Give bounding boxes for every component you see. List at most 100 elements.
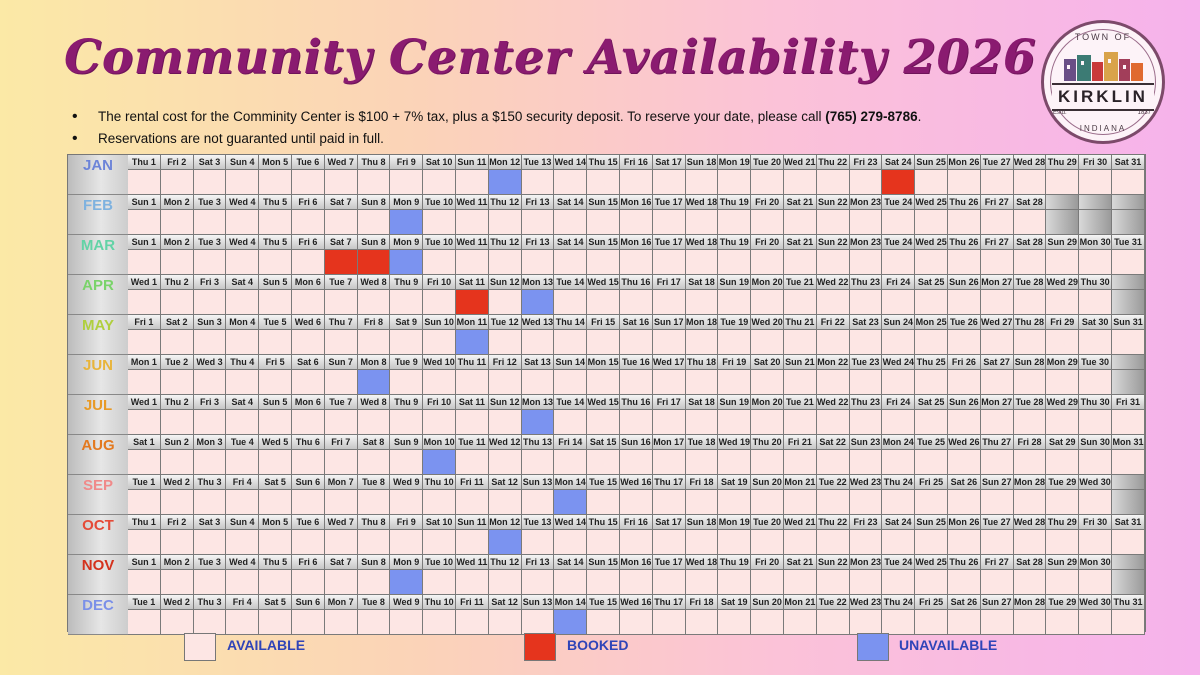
day-cell[interactable] bbox=[685, 250, 719, 275]
day-cell[interactable] bbox=[685, 210, 719, 235]
day-cell[interactable] bbox=[554, 410, 588, 435]
day-cell[interactable] bbox=[128, 530, 161, 555]
day-cell[interactable] bbox=[620, 570, 653, 595]
day-cell[interactable] bbox=[390, 570, 424, 595]
day-cell[interactable] bbox=[292, 170, 325, 195]
day-cell[interactable] bbox=[882, 530, 916, 555]
day-cell[interactable] bbox=[980, 570, 1014, 595]
day-cell[interactable] bbox=[685, 290, 719, 315]
day-cell[interactable] bbox=[259, 490, 292, 515]
day-cell[interactable] bbox=[193, 170, 227, 195]
day-cell[interactable] bbox=[1112, 610, 1145, 635]
day-cell[interactable] bbox=[915, 330, 948, 355]
day-cell[interactable] bbox=[259, 570, 292, 595]
day-cell[interactable] bbox=[160, 610, 194, 635]
day-cell[interactable] bbox=[324, 450, 358, 475]
day-cell[interactable] bbox=[390, 290, 424, 315]
day-cell[interactable] bbox=[718, 610, 752, 635]
day-cell[interactable] bbox=[980, 410, 1014, 435]
day-cell[interactable] bbox=[193, 450, 227, 475]
day-cell[interactable] bbox=[226, 490, 260, 515]
day-cell[interactable] bbox=[160, 370, 194, 395]
day-cell[interactable] bbox=[882, 370, 916, 395]
day-cell[interactable] bbox=[587, 250, 620, 275]
day-cell[interactable] bbox=[292, 450, 325, 475]
day-cell[interactable] bbox=[652, 410, 686, 435]
day-cell[interactable] bbox=[193, 570, 227, 595]
day-cell[interactable] bbox=[685, 170, 719, 195]
day-cell[interactable] bbox=[784, 530, 817, 555]
day-cell[interactable] bbox=[193, 610, 227, 635]
day-cell[interactable] bbox=[488, 170, 522, 195]
day-cell[interactable] bbox=[620, 530, 653, 555]
day-cell[interactable] bbox=[521, 570, 555, 595]
day-cell[interactable] bbox=[521, 450, 555, 475]
day-cell[interactable] bbox=[849, 610, 883, 635]
day-cell[interactable] bbox=[193, 490, 227, 515]
day-cell[interactable] bbox=[882, 170, 916, 195]
day-cell[interactable] bbox=[160, 250, 194, 275]
day-cell[interactable] bbox=[948, 610, 981, 635]
day-cell[interactable] bbox=[456, 290, 489, 315]
day-cell[interactable] bbox=[1079, 330, 1112, 355]
day-cell[interactable] bbox=[488, 570, 522, 595]
day-cell[interactable] bbox=[849, 450, 883, 475]
day-cell[interactable] bbox=[357, 410, 391, 435]
day-cell[interactable] bbox=[423, 450, 456, 475]
day-cell[interactable] bbox=[718, 490, 752, 515]
day-cell[interactable] bbox=[751, 250, 784, 275]
day-cell[interactable] bbox=[685, 610, 719, 635]
day-cell[interactable] bbox=[784, 570, 817, 595]
day-cell[interactable] bbox=[357, 370, 391, 395]
day-cell[interactable] bbox=[226, 290, 260, 315]
day-cell[interactable] bbox=[488, 490, 522, 515]
day-cell[interactable] bbox=[423, 370, 456, 395]
day-cell[interactable] bbox=[915, 210, 948, 235]
day-cell[interactable] bbox=[1046, 530, 1080, 555]
day-cell[interactable] bbox=[456, 210, 489, 235]
day-cell[interactable] bbox=[226, 410, 260, 435]
day-cell[interactable] bbox=[226, 210, 260, 235]
day-cell[interactable] bbox=[259, 610, 292, 635]
day-cell[interactable] bbox=[620, 410, 653, 435]
day-cell[interactable] bbox=[259, 330, 292, 355]
day-cell[interactable] bbox=[849, 330, 883, 355]
day-cell[interactable] bbox=[980, 450, 1014, 475]
day-cell[interactable] bbox=[816, 330, 850, 355]
day-cell[interactable] bbox=[882, 250, 916, 275]
day-cell[interactable] bbox=[193, 530, 227, 555]
day-cell[interactable] bbox=[521, 370, 555, 395]
day-cell[interactable] bbox=[554, 290, 588, 315]
day-cell[interactable] bbox=[718, 170, 752, 195]
day-cell[interactable] bbox=[652, 250, 686, 275]
day-cell[interactable] bbox=[948, 450, 981, 475]
day-cell[interactable] bbox=[784, 410, 817, 435]
day-cell[interactable] bbox=[521, 170, 555, 195]
day-cell[interactable] bbox=[849, 210, 883, 235]
day-cell[interactable] bbox=[128, 450, 161, 475]
day-cell[interactable] bbox=[554, 610, 588, 635]
day-cell[interactable] bbox=[1046, 290, 1080, 315]
day-cell[interactable] bbox=[423, 170, 456, 195]
day-cell[interactable] bbox=[423, 210, 456, 235]
day-cell[interactable] bbox=[620, 370, 653, 395]
day-cell[interactable] bbox=[488, 250, 522, 275]
day-cell[interactable] bbox=[718, 570, 752, 595]
day-cell[interactable] bbox=[816, 490, 850, 515]
day-cell[interactable] bbox=[554, 330, 588, 355]
day-cell[interactable] bbox=[128, 210, 161, 235]
day-cell[interactable] bbox=[128, 170, 161, 195]
day-cell[interactable] bbox=[816, 250, 850, 275]
day-cell[interactable] bbox=[521, 490, 555, 515]
day-cell[interactable] bbox=[292, 410, 325, 435]
day-cell[interactable] bbox=[226, 330, 260, 355]
day-cell[interactable] bbox=[587, 530, 620, 555]
day-cell[interactable] bbox=[948, 410, 981, 435]
day-cell[interactable] bbox=[390, 170, 424, 195]
day-cell[interactable] bbox=[1079, 530, 1112, 555]
day-cell[interactable] bbox=[1013, 410, 1047, 435]
day-cell[interactable] bbox=[751, 370, 784, 395]
day-cell[interactable] bbox=[685, 330, 719, 355]
day-cell[interactable] bbox=[488, 370, 522, 395]
day-cell[interactable] bbox=[1079, 170, 1112, 195]
